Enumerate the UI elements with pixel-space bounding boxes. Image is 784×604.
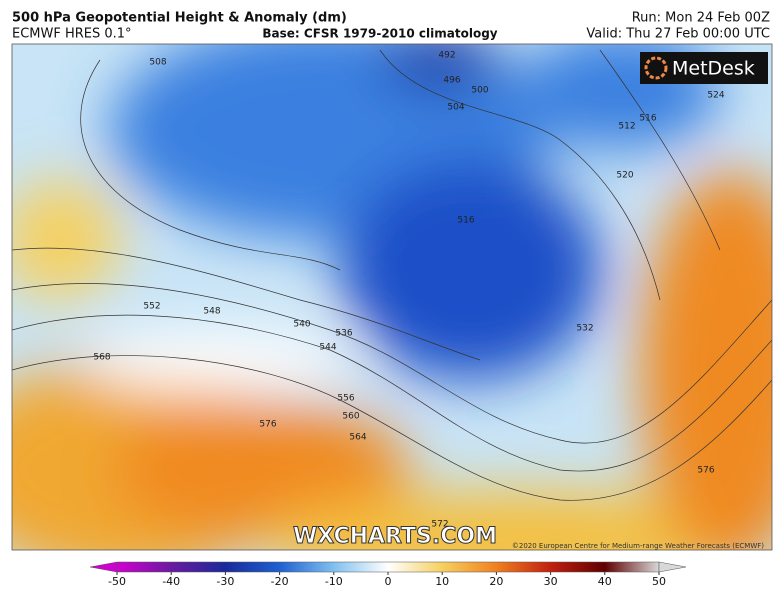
contour-label: 516 (457, 216, 474, 226)
contour-label: 552 (143, 302, 160, 312)
copyright: ©2020 European Centre for Medium-range W… (512, 542, 764, 550)
colorbar-tick-label: 50 (652, 575, 666, 588)
colorbar-tick-label: -20 (271, 575, 289, 588)
colorbar-tick-label: 40 (598, 575, 612, 588)
map-frame (11, 43, 773, 551)
colorbar-tick-label: -50 (108, 575, 126, 588)
logo-icon (644, 56, 668, 80)
run: Run: Mon 24 Feb 00Z (632, 11, 770, 26)
contour-label: 576 (697, 466, 714, 476)
watermark: WXCHARTS.COM (293, 524, 497, 549)
contour-label: 568 (93, 353, 110, 363)
valid: Valid: Thu 27 Feb 00:00 UTC (586, 27, 770, 42)
colorbar-tick-label: 30 (544, 575, 558, 588)
contour-label: 524 (707, 91, 724, 101)
logo-box (640, 52, 768, 84)
logo: MetDesk (672, 58, 755, 80)
model: ECMWF HRES 0.1° (12, 27, 132, 42)
colorbar-tick-label: 0 (385, 575, 392, 588)
contour-label: 572 (431, 520, 448, 530)
colorbar: -50 -40 -30 -20 -10 0 10 20 30 40 50 (89, 561, 687, 588)
colorbar-end (658, 561, 687, 573)
contour-label: 512 (618, 122, 635, 132)
contour-label: 520 (616, 171, 633, 181)
contour-label: 508 (149, 58, 166, 68)
contour-label: 540 (293, 320, 310, 330)
colorbar-tick-label: -40 (162, 575, 180, 588)
contour-label: 548 (203, 307, 220, 317)
contour-label: 504 (447, 103, 464, 113)
colorbar-tick-label: -30 (216, 575, 234, 588)
contour-label: 496 (443, 76, 460, 86)
contour-label: 532 (576, 324, 593, 334)
contours (12, 49, 772, 501)
colorbar-tick-label: 20 (489, 575, 503, 588)
colorbar-scale (116, 561, 660, 573)
contour-label: 560 (342, 412, 359, 422)
contour-label: 556 (337, 394, 354, 404)
contour-label: 536 (335, 329, 352, 339)
contour-label: 544 (319, 343, 336, 353)
colorbar-tick-label: -10 (325, 575, 343, 588)
contour-label: 492 (438, 51, 455, 61)
title: 500 hPa Geopotential Height & Anomaly (d… (12, 11, 347, 26)
colorbar-tick-label: 10 (435, 575, 449, 588)
contour-label: 500 (471, 86, 488, 96)
contour-label: 516 (639, 114, 656, 124)
map (12, 44, 772, 550)
contour-label: 564 (349, 433, 366, 443)
colorbar-end (89, 561, 118, 573)
contour-label: 576 (259, 420, 276, 430)
base: Base: CFSR 1979-2010 climatology (262, 27, 497, 41)
